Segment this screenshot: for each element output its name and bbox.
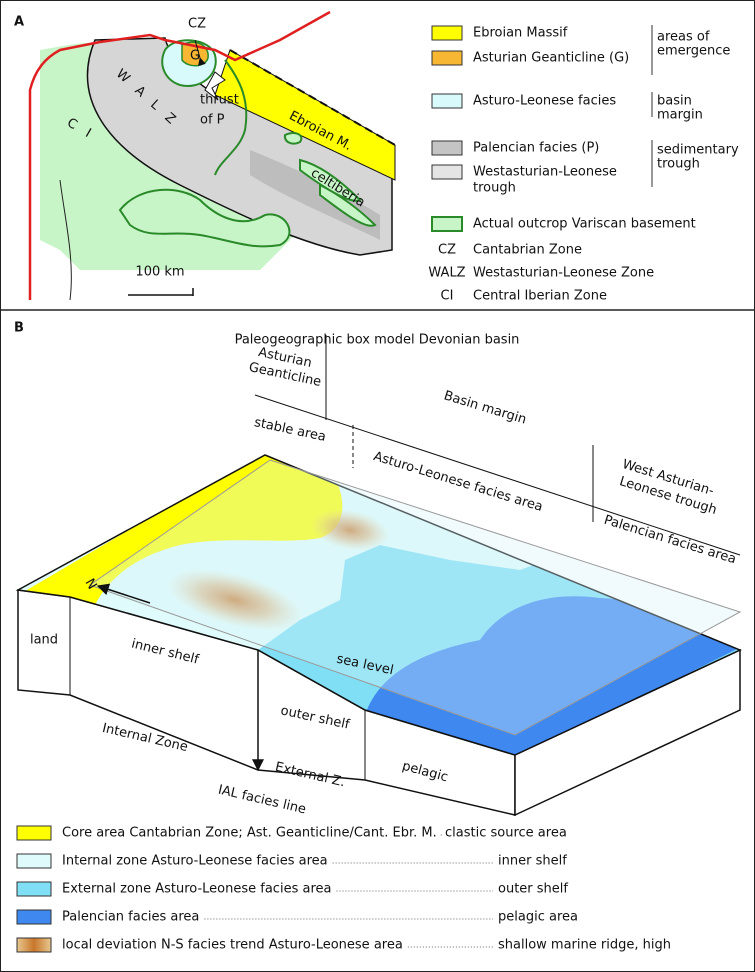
legend-label: Asturo-Leonese facies [473,94,616,109]
legend-meaning: inner shelf [498,854,567,869]
group-label: sedimentary [657,143,739,158]
legend-swatch [17,854,51,868]
legend-label: Ebroian Massif [473,26,568,41]
legend-swatch [17,938,51,952]
legend-meaning: clastic source area [445,826,567,841]
map-label: of P [200,113,225,128]
header-label: Palencian facies area [602,513,738,568]
abbreviation-name: Westasturian-Leonese Zone [473,266,654,281]
title: Paleogeographic box model Devonian basin [235,333,520,348]
map-label: thrust [200,93,239,108]
group-label: trough [657,157,700,172]
legend-swatch [432,94,462,108]
panel-label: B [14,321,24,336]
legend-label: Core area Cantabrian Zone; Ast. Geanticl… [62,826,437,841]
legend-label: Asturian Geanticline (G) [473,51,629,66]
header-label: stable area [253,415,327,445]
block-label: land [30,633,58,648]
legend-label: Internal zone Asturo-Leonese facies area [62,854,328,869]
abbreviation: CZ [438,243,456,258]
abbreviation: CI [441,289,454,304]
legend-label: local deviation N-S facies trend Asturo-… [62,938,403,953]
header-label: Basin margin [442,388,528,427]
page: ACZGW A L ZC Ithrustof PEbroian M.celtib… [0,0,755,972]
legend-swatch [432,217,462,231]
legend-label: External zone Asturo-Leonese facies area [62,882,331,897]
legend-meaning: shallow marine ridge, high [498,938,671,953]
scale-label: 100 km [135,265,184,280]
abbreviation-name: Central Iberian Zone [473,289,607,304]
group-label: areas of [657,30,710,45]
legend-label: trough [473,181,516,196]
group-label: emergence [657,44,730,59]
legend-swatch [17,882,51,896]
map-label: G [190,49,200,64]
abbreviation: WALZ [428,266,465,281]
legend-swatch [17,910,51,924]
figure: ACZGW A L ZC Ithrustof PEbroian M.celtib… [0,0,755,972]
legend-label: Westasturian-Leonese [473,165,617,180]
panel-label: A [14,15,24,30]
legend-meaning: pelagic area [498,910,578,925]
legend-meaning: outer shelf [498,882,568,897]
abbreviation-name: Cantabrian Zone [473,243,582,258]
legend-label: Actual outcrop Variscan basement [473,217,696,232]
group-label: basin [657,94,692,109]
legend-swatch [432,26,462,40]
legend-swatch [432,141,462,155]
map-label: CZ [188,17,206,32]
legend-swatch [432,165,462,179]
legend-swatch [432,51,462,65]
legend-swatch [17,826,51,840]
group-label: margin [657,108,703,123]
legend-label: Palencian facies (P) [473,141,599,156]
legend-label: Palencian facies area [62,910,199,925]
zone-label: IAL facies line [217,783,308,818]
